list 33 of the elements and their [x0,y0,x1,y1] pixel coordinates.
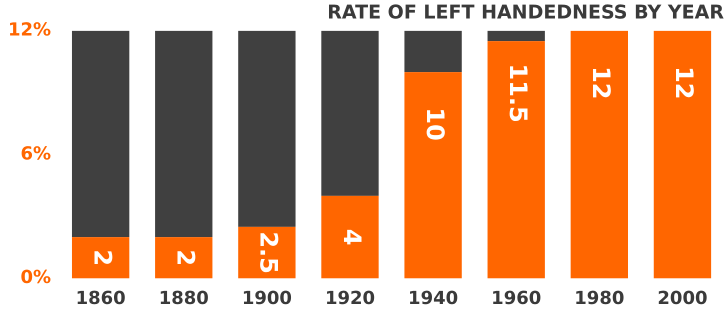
y-tick-label: 0% [20,267,52,288]
x-tick-label: 1860 [76,288,126,309]
bar [321,30,379,196]
bar [488,41,545,278]
data-label: 4 [338,228,366,246]
data-label: 10 [420,107,449,141]
bar [404,30,462,72]
bar [321,196,379,278]
data-label: 2 [88,249,116,266]
bar [155,30,212,238]
bar [72,237,130,278]
chart-title: RATE OF LEFT HANDEDNESS BY YEAR [327,1,724,24]
data-label: 12 [587,66,616,100]
x-tick-label: 2000 [657,288,708,309]
x-tick-label: 1900 [242,288,292,309]
x-tick-label: 1880 [158,288,209,309]
data-label: 2.5 [254,231,283,274]
x-tick-label: 1920 [324,288,376,309]
data-label: 12 [670,66,698,100]
bar [404,72,462,278]
x-tick-label: 1940 [408,288,458,309]
bar [654,30,712,278]
bar [570,30,628,278]
bar [238,30,296,227]
x-tick-label: 1960 [491,288,542,309]
bar [488,30,545,42]
data-label: 11.5 [504,64,532,123]
data-label: 2 [172,249,200,266]
x-tick-label: 1980 [574,288,624,309]
bar [155,237,212,278]
bar [72,30,130,238]
y-tick-label: 12% [8,19,52,40]
y-tick-label: 6% [20,143,52,164]
